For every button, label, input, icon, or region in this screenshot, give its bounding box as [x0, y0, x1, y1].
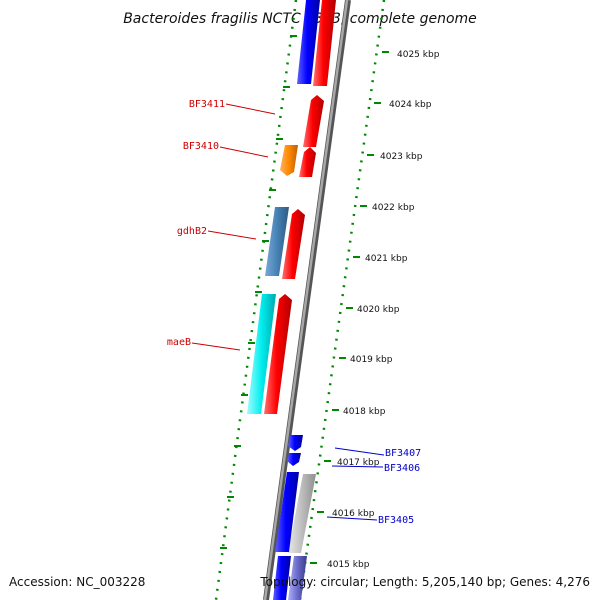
genome-summary-text: Topology: circular; Length: 5,205,140 bp… — [259, 575, 590, 589]
gene-label-leader — [225, 103, 276, 115]
gene-label: maeB — [167, 337, 191, 348]
gene-label: gdhB2 — [177, 226, 207, 237]
gene-label: BF3405 — [378, 515, 414, 526]
ruler-outer-dotted — [298, 0, 386, 600]
gene-label: BF3406 — [384, 463, 420, 474]
gene-label: BF3410 — [183, 141, 219, 152]
gene-arrow — [299, 147, 316, 177]
ruler-inner-dotted — [214, 0, 298, 600]
gene-arrow — [280, 145, 298, 176]
right-gene-labels: BF3407 BF3406 BF3405 — [326, 447, 421, 526]
kbp-label: 4018 kbp — [343, 407, 386, 417]
forward-strand-genes — [264, 0, 336, 600]
accession-text: Accession: NC_003228 — [9, 575, 145, 589]
genome-backbone — [263, 0, 351, 600]
gene-label-leader — [334, 447, 385, 456]
kbp-label: 4016 kbp — [332, 509, 375, 519]
gene-label-leader — [191, 342, 241, 351]
kbp-label: 4021 kbp — [365, 254, 408, 264]
gene-label-leader — [326, 516, 378, 521]
gene-arrow — [282, 209, 305, 279]
gene-arrow — [273, 556, 291, 600]
gene-arrow — [288, 435, 303, 451]
gene-arrow — [265, 207, 289, 276]
gene-label-leader — [331, 465, 384, 468]
gene-arrow — [288, 556, 307, 600]
left-gene-labels: BF3411 BF3410 gdhB2 maeB — [167, 99, 276, 351]
map-title: Bacteroides fragilis NCTC 9343, complete… — [123, 11, 477, 27]
gene-arrow — [297, 0, 320, 84]
kbp-label: 4022 kbp — [372, 203, 415, 213]
ruler-labels: 4025 kbp 4024 kbp 4023 kbp 4022 kbp 4021… — [327, 50, 440, 570]
gene-arrow — [303, 95, 324, 147]
ruler-ticks — [220, 35, 389, 564]
kbp-label: 4017 kbp — [337, 458, 380, 468]
gene-arrow — [313, 0, 336, 86]
kbp-label: 4019 kbp — [350, 355, 393, 365]
reverse-strand-genes — [247, 0, 320, 600]
gene-label: BF3407 — [385, 448, 421, 459]
kbp-label: 4015 kbp — [327, 560, 370, 570]
gene-label: BF3411 — [189, 99, 225, 110]
kbp-label: 4020 kbp — [357, 305, 400, 315]
kbp-label: 4025 kbp — [397, 50, 440, 60]
gene-arrow — [264, 294, 292, 414]
gene-label-leader — [207, 230, 257, 240]
gene-arrow — [287, 453, 301, 466]
gene-arrow — [275, 472, 299, 552]
gene-arrow — [288, 474, 316, 553]
gene-label-leader — [219, 146, 269, 158]
kbp-label: 4023 kbp — [380, 152, 423, 162]
kbp-label: 4024 kbp — [389, 100, 432, 110]
gene-arrow — [247, 294, 276, 414]
